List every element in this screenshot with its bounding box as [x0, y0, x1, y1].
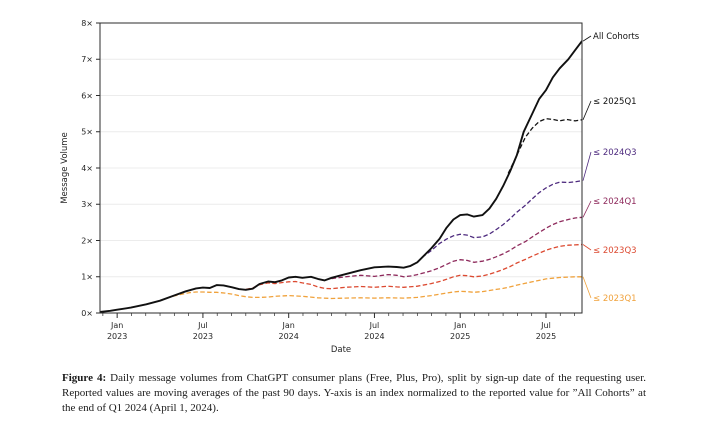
- series-label-le-2024q1: ≤ 2024Q1: [593, 197, 637, 207]
- series-line-all-cohorts: [99, 40, 583, 313]
- svg-text:Date: Date: [331, 345, 351, 355]
- series-line-le-2023q1: [159, 276, 582, 302]
- x-tick-label: Jul: [540, 321, 551, 330]
- label-leader-le-2025q1: [582, 100, 592, 120]
- x-tick-year: 2024: [279, 332, 299, 341]
- series-line-le-2023q3: [245, 243, 583, 291]
- x-tick-year: 2023: [107, 332, 127, 341]
- label-leader-le-2023q1: [582, 276, 592, 299]
- series-label-le-2025q1: ≤ 2025Q1: [593, 97, 637, 107]
- caption-body: Daily message volumes from ChatGPT consu…: [62, 372, 646, 414]
- series-label-le-2023q1: ≤ 2023Q1: [593, 294, 637, 304]
- series-line-le-2024q3: [416, 180, 583, 263]
- y-tick-label: 7×: [81, 55, 93, 64]
- x-tick-label: Jan: [453, 321, 466, 330]
- series-le-2024q3: ≤ 2024Q3: [416, 148, 637, 263]
- series-le-2025q1: ≤ 2025Q1: [507, 97, 637, 174]
- series-line-le-2025q1: [507, 118, 583, 174]
- y-gridlines: [100, 58, 582, 278]
- caption-figure-label: Figure 4:: [62, 372, 107, 384]
- series-label-le-2023q3: ≤ 2023Q3: [593, 246, 637, 256]
- y-tick-label: 5×: [81, 128, 93, 137]
- y-tick-label: 8×: [81, 19, 93, 28]
- figure-caption: Figure 4: Daily message volumes from Chat…: [62, 371, 646, 416]
- series-line-le-2024q1: [331, 216, 583, 280]
- label-leader-le-2024q1: [582, 200, 592, 218]
- x-tick-label: Jul: [369, 321, 380, 330]
- plot-border: [99, 22, 583, 314]
- y-axis: 0× 1× 2× 3× 4× 5× 6× 7× 8×: [81, 19, 100, 318]
- label-leader-le-2024q3: [582, 151, 592, 181]
- x-tick-year: 2023: [193, 332, 213, 341]
- series-le-2023q1: ≤ 2023Q1: [159, 276, 637, 304]
- x-tick-label: Jan: [110, 321, 123, 330]
- y-tick-label: 0×: [81, 309, 93, 318]
- svg-text:Message Volume: Message Volume: [60, 132, 70, 204]
- x-tick-label: Jan: [282, 321, 295, 330]
- label-leader-le-2023q3: [582, 244, 592, 251]
- series-label-le-2024q3: ≤ 2024Q3: [593, 148, 637, 158]
- x-tick-year: 2025: [536, 332, 556, 341]
- series-le-2024q1: ≤ 2024Q1: [331, 197, 637, 280]
- x-axis: Jan 2023 Jul 2023 Jan 2024 Jul 2024 Jan 2025 Jul 20…: [102, 313, 575, 341]
- x-tick-label: Jul: [197, 321, 208, 330]
- series-all-cohorts: All Cohorts: [99, 32, 640, 313]
- x-tick-year: 2024: [364, 332, 384, 341]
- y-tick-label: 4×: [81, 164, 93, 173]
- series-label-all-cohorts: All Cohorts: [593, 32, 640, 42]
- y-tick-label: 6×: [81, 91, 93, 100]
- y-tick-label: 3×: [81, 200, 93, 209]
- y-axis-title: Message Volume: [60, 132, 70, 204]
- label-leader-all-cohorts: [582, 35, 592, 42]
- y-tick-label: 1×: [81, 273, 93, 282]
- x-axis-title: Date: [331, 345, 351, 355]
- chart-svg: 0×1×2×3×4×5×6×7×8×Jan2023Jul2023Jan2024J…: [60, 19, 640, 355]
- x-tick-year: 2025: [450, 332, 470, 341]
- y-tick-label: 2×: [81, 236, 93, 245]
- series-le-2023q3: ≤ 2023Q3: [245, 243, 637, 291]
